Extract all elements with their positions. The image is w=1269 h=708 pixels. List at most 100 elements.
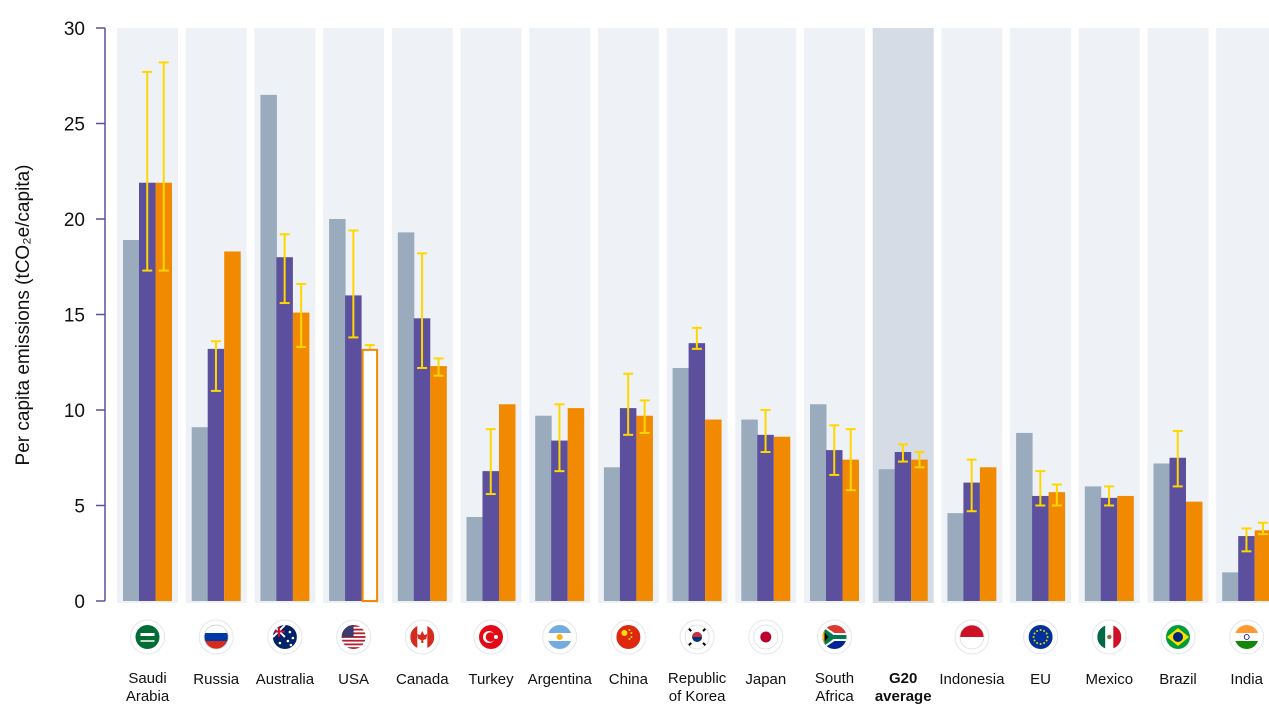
category-label: Saudi xyxy=(128,670,166,687)
bar-mark xyxy=(361,348,379,602)
bar-mark xyxy=(773,436,791,601)
bar-mark xyxy=(688,343,706,601)
bar-mark xyxy=(603,467,621,601)
y-tick-label: 30 xyxy=(64,19,85,40)
bar-mark xyxy=(276,257,293,601)
bar-mark xyxy=(878,469,896,601)
bar-mark xyxy=(1100,497,1118,601)
bar-mark xyxy=(911,459,928,601)
y-tick-label: 25 xyxy=(64,115,85,136)
category-label: Arabia xyxy=(126,688,170,705)
bar-mark xyxy=(329,219,346,601)
canada-flag-icon xyxy=(404,619,440,655)
category-label: average xyxy=(875,688,932,705)
bar-mark xyxy=(636,415,653,601)
usa-flag-icon xyxy=(336,619,372,655)
bar-mark xyxy=(155,182,172,601)
russia-flag-icon xyxy=(198,619,234,655)
bar-mark xyxy=(810,404,827,601)
bar-mark xyxy=(224,251,241,601)
bar-mark xyxy=(139,182,156,601)
argentina-flag-icon xyxy=(542,619,578,655)
bar-mark xyxy=(619,408,637,601)
brazil-flag-icon xyxy=(1160,619,1196,655)
bar-mark xyxy=(826,450,843,601)
category-label: Russia xyxy=(193,671,240,688)
y-axis-label: Per capita emissions (tCO₂e/capita) xyxy=(13,165,34,466)
bar-mark xyxy=(466,516,483,601)
y-axis: 0 5 10 15 20 25 30 xyxy=(64,19,106,613)
bar-mark xyxy=(1153,463,1170,601)
bar-mark xyxy=(1186,501,1203,601)
bar-mark xyxy=(979,467,997,601)
bar-mark xyxy=(207,348,225,601)
china-flag-icon xyxy=(610,619,646,655)
bar-mark xyxy=(551,440,568,601)
japan-flag-icon xyxy=(748,619,784,655)
y-tick-label: 15 xyxy=(64,306,85,327)
bar-mark xyxy=(123,240,140,601)
category-label: Africa xyxy=(815,688,854,705)
korea-flag-icon xyxy=(679,619,715,655)
category-label: South xyxy=(815,670,854,687)
eu-flag-icon xyxy=(1023,619,1059,655)
bar-mark xyxy=(499,404,516,601)
y-tick-label: 20 xyxy=(64,210,85,231)
bar-mark xyxy=(535,415,552,601)
indonesia-flag-icon xyxy=(954,619,990,655)
bar-mark xyxy=(705,419,722,601)
category-label: Canada xyxy=(396,671,449,688)
bar-mark xyxy=(1016,432,1033,601)
category-label: G20 xyxy=(889,670,917,687)
bar-mark xyxy=(430,366,447,601)
turkey-flag-icon xyxy=(473,619,509,655)
bar-mark xyxy=(1048,492,1066,601)
bar-mark xyxy=(345,295,362,601)
category-label: Indonesia xyxy=(939,671,1005,688)
category-label: USA xyxy=(338,671,369,688)
bar-mark xyxy=(741,419,758,601)
bar-marks xyxy=(123,94,1269,602)
bar-mark xyxy=(1117,495,1134,601)
y-tick-label: 0 xyxy=(74,592,85,613)
bar-mark xyxy=(1032,495,1049,601)
category-label: Mexico xyxy=(1086,671,1134,688)
mexico-flag-icon xyxy=(1091,619,1127,655)
bar-mark xyxy=(947,513,964,601)
bar-mark xyxy=(1169,457,1186,601)
flag-icons xyxy=(130,619,1265,655)
bar-mark xyxy=(894,452,912,601)
y-tick-label: 10 xyxy=(64,401,85,422)
category-label: Republic xyxy=(668,670,727,687)
bar-mark xyxy=(1084,486,1102,601)
category-label: Turkey xyxy=(468,671,514,688)
bar-mark xyxy=(260,94,277,601)
australia-flag-icon xyxy=(267,619,303,655)
y-tick-label: 5 xyxy=(74,497,85,518)
south-africa-flag-icon xyxy=(817,619,852,655)
bar-mark xyxy=(567,408,585,601)
bar-mark xyxy=(1222,572,1239,601)
category-label: of Korea xyxy=(669,688,726,705)
bar-mark xyxy=(397,232,415,601)
bar-mark xyxy=(672,367,690,601)
bar-mark xyxy=(482,471,499,601)
bar-mark xyxy=(757,434,774,601)
saudi-arabia-flag-icon xyxy=(130,619,165,655)
category-label: Argentina xyxy=(528,671,593,688)
category-label: Brazil xyxy=(1159,671,1197,688)
error-bars xyxy=(142,61,1268,553)
bar-mark xyxy=(1254,530,1269,601)
india-flag-icon xyxy=(1229,619,1265,655)
category-label: EU xyxy=(1030,671,1051,688)
bar-mark xyxy=(413,318,431,601)
category-label: Australia xyxy=(256,671,315,688)
category-label: India xyxy=(1230,671,1263,688)
bar-mark xyxy=(191,427,209,601)
category-band xyxy=(1216,28,1269,603)
bar-mark xyxy=(842,459,859,601)
category-label: China xyxy=(609,671,649,688)
bar-mark xyxy=(292,312,310,601)
